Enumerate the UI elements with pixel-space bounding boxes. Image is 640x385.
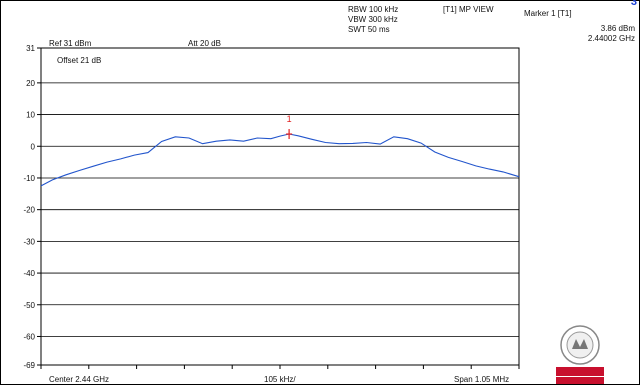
rbw-label: RBW 100 kHz: [348, 5, 399, 14]
center-frequency-label: Center 2.44 GHz: [49, 375, 110, 384]
y-tick-label: 20: [26, 79, 35, 88]
y-tick-label: 10: [26, 111, 35, 120]
y-tick-label: -50: [23, 301, 35, 310]
plot-border: [40, 47, 520, 366]
span-label: Span 1.05 MHz: [454, 375, 510, 384]
span-per-division-label: 105 kHz/: [264, 375, 296, 384]
y-tick-label: 0: [31, 142, 36, 151]
logo-seal-crown: [572, 339, 588, 349]
mode-label: [T1] MP VIEW: [443, 5, 494, 14]
y-tick-label: -69: [23, 361, 35, 370]
y-tick-label: -20: [23, 206, 35, 215]
marker-title: Marker 1 [T1]: [524, 9, 572, 18]
x-axis-ticks: [40, 365, 520, 369]
y-tick-label: 31: [26, 44, 35, 53]
y-tick-label: -40: [23, 269, 35, 278]
trace-line: [40, 133, 520, 187]
y-axis-ticks: 31 20 10 0 -10 -20 -30 -40 -50 -60 -69: [23, 44, 41, 370]
offset-label: Offset 21 dB: [57, 56, 102, 65]
marker-level: 3.86 dBm: [600, 24, 635, 33]
marker-layer: 1: [286, 114, 293, 140]
marker-label: 1: [287, 114, 292, 124]
y-tick-label: -30: [23, 237, 35, 246]
logo-band-top: [556, 367, 604, 376]
trace-layer: [40, 133, 520, 187]
logo-band-bottom: [556, 377, 604, 384]
y-tick-label: -10: [23, 174, 35, 183]
bureau-veritas-logo: [556, 325, 604, 384]
vbw-label: VBW 300 kHz: [348, 15, 398, 24]
attenuation-label: Att 20 dB: [188, 39, 221, 48]
ref-level-label: Ref 31 dBm: [49, 39, 92, 48]
marker-frequency: 2.44002 GHz: [587, 34, 635, 43]
corner-glyph: 3: [630, 0, 637, 8]
plot-grid: [40, 47, 520, 366]
logo-seal-inner: [566, 331, 594, 359]
swt-label: SWT 50 ms: [348, 25, 390, 34]
y-tick-label: -60: [23, 332, 35, 341]
